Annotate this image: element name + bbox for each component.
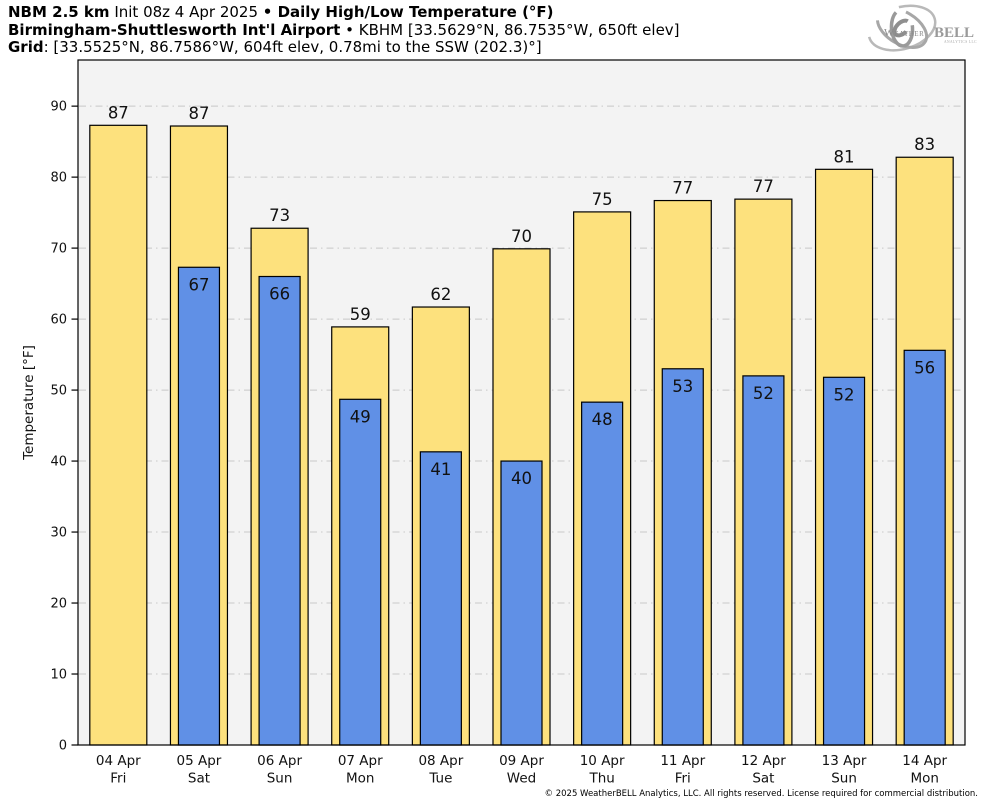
high-value-label: 81 xyxy=(834,147,855,166)
chart-header: NBM 2.5 km Init 08z 4 Apr 2025 • Daily H… xyxy=(8,3,680,57)
y-tick-label: 10 xyxy=(50,668,67,683)
header-line-3: Grid: [33.5525°N, 86.7586°W, 604ft elev,… xyxy=(8,38,680,57)
low-value-label: 48 xyxy=(592,410,613,429)
x-tick-day: Tue xyxy=(428,771,452,787)
high-value-label: 59 xyxy=(350,305,371,324)
low-value-label: 56 xyxy=(914,358,935,377)
high-value-label: 75 xyxy=(592,190,613,209)
low-value-label: 40 xyxy=(511,469,532,488)
low-bar xyxy=(177,266,221,746)
copyright-notice: © 2025 WeatherBELL Analytics, LLC. All r… xyxy=(544,789,978,799)
x-tick-date: 05 Apr xyxy=(177,753,222,769)
y-tick-label: 90 xyxy=(50,100,67,115)
high-value-label: 83 xyxy=(914,135,935,154)
x-tick-date: 06 Apr xyxy=(257,753,302,769)
x-tick-date: 08 Apr xyxy=(418,753,463,769)
low-value-label: 52 xyxy=(753,384,774,403)
x-tick-day: Sun xyxy=(267,771,293,787)
x-tick-day: Mon xyxy=(346,771,374,787)
low-value-label: 67 xyxy=(188,275,209,294)
plot-border xyxy=(77,59,966,746)
x-tick-date: 13 Apr xyxy=(822,753,867,769)
high-value-label: 70 xyxy=(511,227,532,246)
low-value-label: 53 xyxy=(672,377,693,396)
header-line-2: Birmingham-Shuttlesworth Int'l Airport •… xyxy=(8,20,680,40)
low-value-label: 52 xyxy=(834,385,855,404)
init-time: Init 08z 4 Apr 2025 xyxy=(109,3,263,21)
low-bar xyxy=(258,275,301,746)
x-tick-date: 04 Apr xyxy=(96,753,141,769)
high-bar xyxy=(89,124,148,746)
logo-word-bell: BELL xyxy=(934,25,974,41)
station-name: Birmingham-Shuttlesworth Int'l Airport xyxy=(8,20,341,39)
high-value-label: 77 xyxy=(672,179,693,198)
y-tick-label: 40 xyxy=(50,455,67,470)
high-value-label: 73 xyxy=(269,206,290,225)
low-bar xyxy=(903,349,946,746)
low-bar xyxy=(419,451,462,746)
y-tick-label: 20 xyxy=(50,597,67,612)
low-bar xyxy=(581,401,624,746)
low-value-label: 66 xyxy=(269,285,290,304)
x-tick-day: Wed xyxy=(507,771,536,787)
model-name: NBM 2.5 km xyxy=(8,3,110,21)
x-tick-date: 11 Apr xyxy=(660,753,705,769)
high-value-label: 62 xyxy=(430,285,451,304)
chart-title: • Daily High/Low Temperature (°F) xyxy=(262,3,554,21)
x-tick-day: Thu xyxy=(588,771,614,787)
grid-coords: : [33.5525°N, 86.7586°W, 604ft elev, 0.7… xyxy=(43,38,542,56)
y-tick-label: 30 xyxy=(50,526,67,541)
high-value-label: 87 xyxy=(108,103,129,122)
x-tick-date: 12 Apr xyxy=(741,753,786,769)
header-line-1: NBM 2.5 km Init 08z 4 Apr 2025 • Daily H… xyxy=(8,3,680,22)
y-tick-label: 60 xyxy=(50,313,67,328)
high-value-label: 77 xyxy=(753,177,774,196)
high-value-label: 87 xyxy=(188,104,209,123)
x-tick-day: Sat xyxy=(752,771,774,787)
low-bar xyxy=(822,376,866,746)
grid-label: Grid xyxy=(8,38,44,56)
x-tick-date: 14 Apr xyxy=(902,753,947,769)
hurricane-swirl-icon xyxy=(867,4,937,52)
y-tick-label: 70 xyxy=(50,242,67,257)
x-tick-day: Fri xyxy=(110,771,126,787)
low-value-label: 41 xyxy=(430,460,451,479)
x-tick-day: Sun xyxy=(831,771,857,787)
x-tick-day: Fri xyxy=(675,771,691,787)
low-bar xyxy=(661,368,704,746)
x-tick-day: Sat xyxy=(188,771,210,787)
y-tick-label: 0 xyxy=(59,739,67,754)
x-tick-day: Mon xyxy=(910,771,938,787)
low-bar xyxy=(742,375,785,746)
y-tick-label: 80 xyxy=(50,171,67,186)
x-tick-date: 07 Apr xyxy=(338,753,383,769)
low-bar xyxy=(339,398,382,746)
logo-subtext: ANALYTICS LLC xyxy=(944,40,977,44)
x-tick-date: 09 Apr xyxy=(499,753,544,769)
logo-word-weather: Weather xyxy=(884,28,924,39)
y-axis-title: Temperature [°F] xyxy=(21,345,37,461)
low-value-label: 49 xyxy=(350,407,371,426)
y-tick-label: 50 xyxy=(50,384,67,399)
weatherbell-logo: Weather BELL ANALYTICS LLC xyxy=(867,4,977,52)
station-coords: • KBHM [33.5629°N, 86.7535°W, 650ft elev… xyxy=(340,20,680,39)
low-bar xyxy=(500,460,543,746)
x-tick-date: 10 Apr xyxy=(580,753,625,769)
